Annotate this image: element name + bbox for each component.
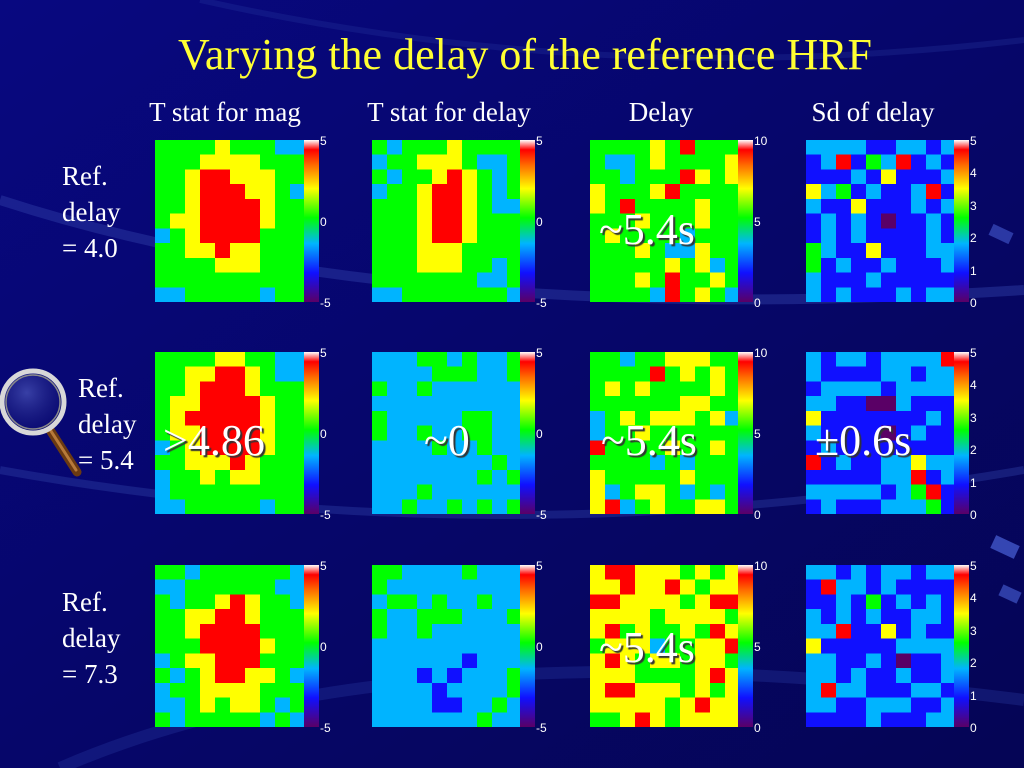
heatmap-row2-col4 — [806, 352, 956, 514]
colorbar-tick-label: 2 — [970, 656, 977, 671]
colorbar-tick-label: 0 — [754, 721, 761, 735]
colorbar-tick-label: 5 — [754, 427, 761, 441]
colorbar-tick-label: 1 — [970, 475, 977, 490]
colorbar-tick-label: 10 — [754, 346, 768, 360]
colorbar-tick-label: 5 — [536, 346, 543, 360]
row-label-line: delay — [78, 409, 137, 439]
colorbar-tick-label: 0 — [970, 508, 977, 522]
heatmap-row1-col4 — [806, 140, 956, 302]
row-label-line: = 4.0 — [62, 233, 118, 263]
magnifying-glass-icon — [0, 368, 82, 477]
colorbar-row1-col2 — [520, 140, 535, 302]
column-header-t-stat-delay: T stat for delay — [367, 97, 531, 127]
heatmap-row1-col3 — [590, 140, 740, 302]
colorbar-tick-label: -5 — [320, 721, 331, 735]
row-label-line: delay — [62, 623, 121, 653]
colorbar-tick-label: 4 — [970, 166, 977, 181]
overlay-label-delay-row3: ~5.4s — [599, 623, 695, 672]
colorbar-tick-label: 2 — [970, 443, 977, 458]
column-header-t-stat-mag: T stat for mag — [149, 97, 301, 127]
heatmap-row2-col1 — [155, 352, 305, 514]
colorbar-row3-col1 — [304, 565, 319, 727]
colorbar-tick-label: 5 — [320, 346, 327, 360]
colorbar-tick-label: 1 — [970, 688, 977, 703]
slide-title: Varying the delay of the reference HRF — [178, 30, 872, 79]
colorbar-tick-label: 0 — [320, 427, 327, 441]
colorbar-tick-label: 0 — [320, 640, 327, 654]
row-label-line: Ref. — [62, 587, 108, 617]
row-label-ref-delay-7-3: Ref. delay = 7.3 — [62, 584, 120, 692]
colorbar-tick-label: 0 — [320, 215, 327, 229]
colorbar-row2-col2 — [520, 352, 535, 514]
heatmap-row2-col2 — [372, 352, 522, 514]
heatmap-row3-col2 — [372, 565, 522, 727]
overlay-label-delay-row2: ~5.4s — [601, 416, 697, 465]
row-label-line: = 7.3 — [62, 659, 118, 689]
heatmap-row1-col2 — [372, 140, 522, 302]
colorbar-row1-col3 — [738, 140, 753, 302]
colorbar-tick-label: -5 — [320, 296, 331, 310]
colorbar-row2-col4 — [954, 352, 969, 514]
row-label-line: Ref. — [62, 161, 108, 191]
colorbar-tick-label: 0 — [970, 296, 977, 310]
heatmap-row2-col3 — [590, 352, 740, 514]
row-label-line: delay — [62, 197, 121, 227]
colorbar-tick-label: 1 — [970, 263, 977, 278]
colorbar-row2-col3 — [738, 352, 753, 514]
colorbar-row3-col3 — [738, 565, 753, 727]
colorbar-tick-label: 0 — [536, 215, 543, 229]
colorbar-row2-col1 — [304, 352, 319, 514]
overlay-label-mag-row2: >4.86 — [163, 416, 265, 465]
colorbar-tick-label: 5 — [320, 559, 327, 573]
heatmap-row3-col1 — [155, 565, 305, 727]
overlay-label-tdelay-row2: ~0 — [424, 416, 470, 465]
overlay-label-delay-row1: ~5.4s — [599, 205, 695, 254]
colorbar-row1-col1 — [304, 140, 319, 302]
colorbar-tick-label: 5 — [536, 134, 543, 148]
colorbar-row3-col2 — [520, 565, 535, 727]
colorbar-tick-label: 0 — [754, 296, 761, 310]
colorbar-tick-label: 0 — [536, 640, 543, 654]
colorbar-tick-label: 10 — [754, 559, 768, 573]
colorbar-tick-label: -5 — [536, 721, 547, 735]
colorbar-row1-col4 — [954, 140, 969, 302]
colorbar-tick-label: 5 — [970, 346, 977, 360]
overlay-label-sd-row2: ±0.6s — [815, 416, 912, 465]
colorbar-tick-label: 0 — [970, 721, 977, 735]
colorbar-tick-label: 5 — [970, 134, 977, 148]
colorbar-tick-label: -5 — [320, 508, 331, 522]
colorbar-tick-label: 5 — [536, 559, 543, 573]
colorbar-tick-label: 5 — [754, 640, 761, 654]
heatmap-row1-col1 — [155, 140, 305, 302]
colorbar-tick-label: 3 — [970, 623, 977, 638]
colorbar-tick-label: 0 — [754, 508, 761, 522]
row-label-ref-delay-5-4: Ref. delay = 5.4 — [78, 370, 136, 478]
colorbar-row3-col4 — [954, 565, 969, 727]
column-header-delay: Delay — [628, 97, 694, 127]
colorbar-tick-label: 5 — [970, 559, 977, 573]
heatmap-row3-col4 — [806, 565, 956, 727]
colorbar-tick-label: 4 — [970, 378, 977, 393]
colorbar-tick-label: 0 — [536, 427, 543, 441]
colorbar-tick-label: 3 — [970, 198, 977, 213]
colorbar-tick-label: 5 — [754, 215, 761, 229]
column-header-sd-delay: Sd of delay — [811, 97, 935, 127]
colorbar-tick-label: 5 — [320, 134, 327, 148]
colorbar-tick-label: -5 — [536, 508, 547, 522]
colorbar-tick-label: 4 — [970, 591, 977, 606]
row-label-line: Ref. — [78, 373, 124, 403]
colorbar-tick-label: -5 — [536, 296, 547, 310]
colorbar-tick-label: 10 — [754, 134, 768, 148]
colorbar-tick-label: 2 — [970, 231, 977, 246]
row-label-line: = 5.4 — [78, 445, 134, 475]
row-label-ref-delay-4: Ref. delay = 4.0 — [62, 158, 120, 266]
colorbar-tick-label: 3 — [970, 410, 977, 425]
heatmap-row3-col3 — [590, 565, 740, 727]
